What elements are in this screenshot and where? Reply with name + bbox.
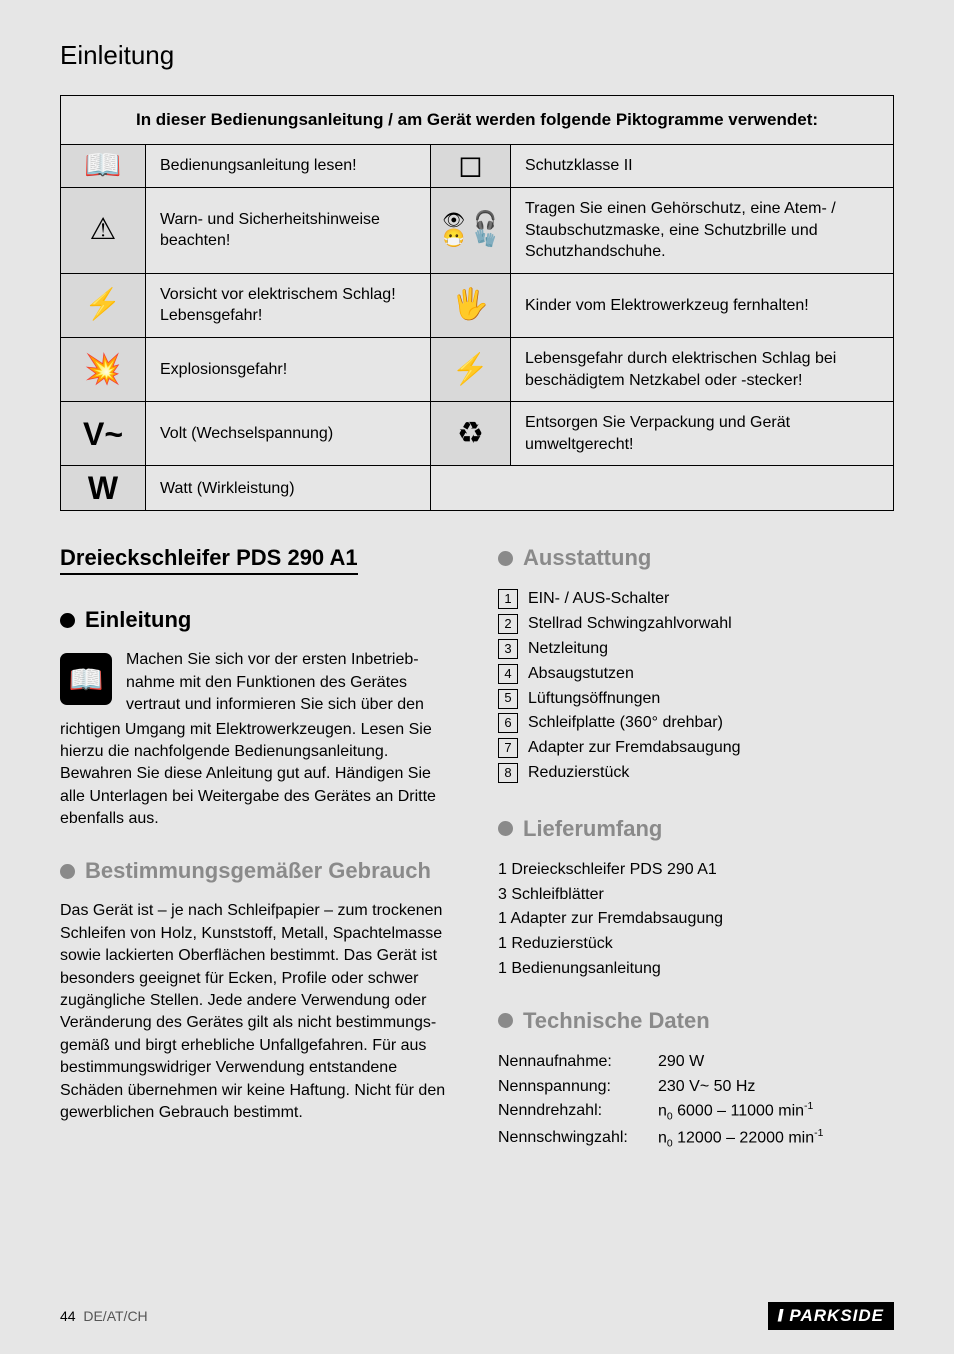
pictogram-icon: 📖	[61, 145, 146, 188]
ausstattung-list: 1 EIN- / AUS-Schalter 2 Stellrad Schwingzah…	[498, 587, 894, 785]
right-column: Ausstattung 1 EIN- / AUS-Schalter 2 Stellra…	[498, 545, 894, 1152]
pictogram-description: Warn- und Sicherheitshinweise beachten!	[146, 188, 431, 274]
spec-row: Nennspannung:230 V~ 50 Hz	[498, 1075, 894, 1100]
bestimmung-text: Das Gerät ist – je nach Schleifpapier – …	[60, 900, 456, 1124]
manual-page: Einleitung In dieser Bedienungsanleitung…	[0, 0, 954, 1354]
pictogram-icon: W	[61, 466, 146, 511]
item-number: 8	[498, 763, 518, 783]
brand-logo: /// PARKSIDE	[768, 1302, 895, 1330]
pictogram-icon: ⚡	[431, 337, 511, 401]
pictogram-icon: 💥	[61, 337, 146, 401]
pictogram-description: Explosionsgefahr!	[146, 337, 431, 401]
list-item: 1 EIN- / AUS-Schalter	[498, 587, 894, 612]
read-manual-icon: 📖	[60, 653, 112, 705]
item-number: 1	[498, 589, 518, 609]
list-item: 1 Reduzierstück	[498, 932, 894, 957]
spec-value: 290 W	[658, 1050, 704, 1075]
spec-value: 230 V~ 50 Hz	[658, 1075, 755, 1100]
bullet-icon	[60, 613, 75, 628]
heading-ausstattung: Ausstattung	[498, 545, 894, 571]
item-label: Adapter zur Fremdabsaugung	[528, 736, 741, 761]
heading-einleitung: Einleitung	[60, 607, 456, 633]
pictogram-icon: ◻	[431, 145, 511, 188]
footer-page-info: 44 DE/AT/CH	[60, 1308, 148, 1324]
spec-row: Nennaufnahme:290 W	[498, 1050, 894, 1075]
pictogram-icon: V~	[61, 402, 146, 466]
heading-technische: Technische Daten	[498, 1008, 894, 1034]
list-item: 4 Absaugstutzen	[498, 662, 894, 687]
pictogram-table: In dieser Bedienungsanleitung / am Gerät…	[60, 95, 894, 511]
intro-rest-text: richtigen Umgang mit Elektrowerkzeugen. …	[60, 719, 456, 831]
bullet-icon	[498, 551, 513, 566]
intro-lead-text: Machen Sie sich vor der ersten Inbetrieb…	[126, 649, 456, 716]
lieferumfang-list: 1 Dreieckschleifer PDS 290 A13 Schleifbl…	[498, 858, 894, 982]
bullet-icon	[60, 864, 75, 879]
intro-paragraph: 📖 Machen Sie sich vor der ersten Inbetri…	[60, 649, 456, 716]
spec-value: n0 12000 – 22000 min-1	[658, 1126, 823, 1153]
spec-row: Nenndrehzahl:n0 6000 – 11000 min-1	[498, 1099, 894, 1126]
pictogram-description: Tragen Sie einen Gehörschutz, eine Atem-…	[511, 188, 894, 274]
pictogram-icon: 🖐	[431, 273, 511, 337]
technische-daten-table: Nennaufnahme:290 WNennspannung:230 V~ 50…	[498, 1050, 894, 1153]
list-item: 1 Dreieckschleifer PDS 290 A1	[498, 858, 894, 883]
list-item: 5 Lüftungsöffnungen	[498, 687, 894, 712]
pictogram-table-header: In dieser Bedienungsanleitung / am Gerät…	[61, 96, 894, 145]
list-item: 2 Stellrad Schwingzahlvorwahl	[498, 612, 894, 637]
pictogram-description: Vorsicht vor elektrischem Schlag! Lebens…	[146, 273, 431, 337]
pictogram-icon: ⚠	[61, 188, 146, 274]
page-footer: 44 DE/AT/CH /// PARKSIDE	[60, 1302, 894, 1330]
pictogram-description: Schutzklasse II	[511, 145, 894, 188]
bullet-icon	[498, 821, 513, 836]
item-label: Schleifplatte (360° drehbar)	[528, 711, 723, 736]
pictogram-icon	[431, 466, 511, 511]
pictogram-description: Lebensgefahr durch elektrischen Schlag b…	[511, 337, 894, 401]
pictogram-description: Entsorgen Sie Verpackung und Gerät umwel…	[511, 402, 894, 466]
product-title: Dreieckschleifer PDS 290 A1	[60, 545, 456, 575]
section-title: Einleitung	[60, 40, 894, 71]
content-columns: Dreieckschleifer PDS 290 A1 Einleitung 📖…	[60, 545, 894, 1152]
spec-key: Nenndrehzahl:	[498, 1099, 658, 1126]
list-item: 1 Adapter zur Fremdabsaugung	[498, 907, 894, 932]
item-label: Reduzierstück	[528, 761, 629, 786]
item-number: 2	[498, 614, 518, 634]
pictogram-description: Volt (Wechselspannung)	[146, 402, 431, 466]
pictogram-description: Kinder vom Elektrowerkzeug fernhalten!	[511, 273, 894, 337]
heading-bestimmung: Bestimmungsgemäßer Gebrauch	[60, 858, 456, 884]
item-label: Netzleitung	[528, 637, 608, 662]
bullet-icon	[498, 1013, 513, 1028]
list-item: 3 Schleifblätter	[498, 883, 894, 908]
item-number: 3	[498, 639, 518, 659]
item-label: Absaugstutzen	[528, 662, 634, 687]
pictogram-description	[511, 466, 894, 511]
item-label: Lüftungsöffnungen	[528, 687, 660, 712]
item-label: EIN- / AUS-Schalter	[528, 587, 669, 612]
list-item: 6 Schleifplatte (360° drehbar)	[498, 711, 894, 736]
spec-value: n0 6000 – 11000 min-1	[658, 1099, 813, 1126]
pictogram-description: Bedienungsanleitung lesen!	[146, 145, 431, 188]
list-item: 1 Bedienungsanleitung	[498, 957, 894, 982]
spec-key: Nennaufnahme:	[498, 1050, 658, 1075]
spec-key: Nennspannung:	[498, 1075, 658, 1100]
item-number: 6	[498, 713, 518, 733]
item-number: 7	[498, 738, 518, 758]
item-number: 5	[498, 689, 518, 709]
pictogram-icon: ⚡	[61, 273, 146, 337]
heading-lieferumfang: Lieferumfang	[498, 816, 894, 842]
pictogram-icon: ♻	[431, 402, 511, 466]
item-number: 4	[498, 664, 518, 684]
list-item: 3 Netzleitung	[498, 637, 894, 662]
list-item: 7 Adapter zur Fremdabsaugung	[498, 736, 894, 761]
spec-row: Nennschwingzahl:n0 12000 – 22000 min-1	[498, 1126, 894, 1153]
pictogram-description: Watt (Wirkleistung)	[146, 466, 431, 511]
item-label: Stellrad Schwingzahlvorwahl	[528, 612, 732, 637]
spec-key: Nennschwingzahl:	[498, 1126, 658, 1153]
left-column: Dreieckschleifer PDS 290 A1 Einleitung 📖…	[60, 545, 456, 1152]
pictogram-icon: 👁 🎧😷 🧤	[431, 188, 511, 274]
list-item: 8 Reduzierstück	[498, 761, 894, 786]
